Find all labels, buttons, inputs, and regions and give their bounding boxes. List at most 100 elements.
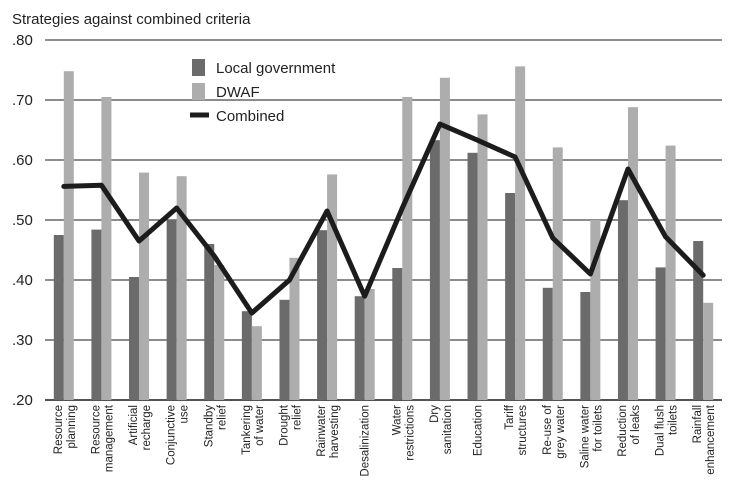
bar-local-government [505,193,516,400]
category-label-line: Education [473,405,485,456]
bar-local-government [429,140,440,400]
category-label-line: restrictions [404,405,416,461]
gridlines [45,39,722,401]
bar-local-government [91,229,102,400]
category-label-line: management [103,404,115,472]
y-tick-label: .60 [12,152,33,169]
bar-dwaf [703,302,714,400]
category-label-line: Standby [203,405,215,447]
bar-local-government [53,235,64,400]
category-label-line: planning [66,405,78,448]
category-label: Rainwater harvesting [316,405,341,458]
bar-local-government [580,292,591,400]
category-label-line: Reduction [617,405,629,457]
category-label: Artificial recharge [128,405,153,450]
bar-dwaf [176,176,187,400]
category-label-line: Resource [90,405,102,454]
bar-dwaf [477,114,488,401]
category-label: Desalinization [360,405,372,477]
category-label: Water restrictions [391,405,416,461]
bar-dwaf [364,289,375,400]
bar-dwaf [552,147,563,400]
legend-label: Local government [216,60,336,77]
legend-swatch [192,59,205,76]
bar-local-government [693,241,704,400]
category-label-line: for toilets [592,405,604,452]
bar-local-government [467,152,478,400]
legend-swatch [192,83,205,100]
category-label-line: relief [291,404,303,430]
category-label: Dry sanitation [429,405,454,454]
bar-dwaf [63,71,74,400]
bar-local-government [166,220,177,400]
y-axis: .80 .70 .60 .50 .40 .30 .20 [12,32,33,409]
y-tick-label: .70 [12,92,33,109]
category-label: Drought relief [278,404,303,446]
category-label-line: Resource [53,405,65,454]
category-label-line: use [179,405,191,424]
bar-local-government [542,287,553,400]
category-label-line: Rainwater [316,405,328,457]
category-label-line: recharge [141,405,153,450]
category-label: Standby relief [203,404,228,447]
category-label-line: sanitation [442,405,454,454]
bar-dwaf [214,265,225,400]
category-label-line: Tankering [241,405,253,455]
bar-local-government [129,277,140,400]
category-label-line: Water [391,405,403,435]
bar-dwaf [402,97,413,400]
bar-local-government [317,230,328,400]
category-label-line: Desalinization [360,405,372,477]
category-label: Dual flush toilets [655,405,680,456]
bar-dwaf [439,77,450,401]
category-label-line: structures [517,405,529,456]
category-label-line: Rainfall [692,405,704,443]
category-label: Education [473,405,485,456]
category-label-line: Tariff [504,404,516,430]
bar-local-government [392,268,403,400]
bar-local-government [279,299,290,400]
bar-dwaf [327,174,338,400]
category-label-line: Dual flush [655,405,667,456]
y-tick-label: .40 [12,272,33,289]
category-label: Resource planning [53,405,78,454]
category-label: Tankering of water [241,405,266,455]
category-label-line: Saline water [579,405,591,468]
y-tick-label: .20 [12,392,33,409]
legend-label: Combined [216,108,284,125]
bar-dwaf [251,326,262,400]
chart-title: Strategies against combined criteria [12,11,251,28]
bar-dwaf [101,97,112,400]
category-label-line: Artificial [128,405,140,445]
category-label-line: enhancement [705,404,717,474]
bar-dwaf [289,257,300,400]
bar-dwaf [665,145,676,400]
combined-line [61,121,706,316]
y-tick-label: .50 [12,212,33,229]
bar-local-government [655,267,666,400]
legend-label: DWAF [216,84,260,101]
category-label-line: Drought [278,404,290,446]
x-axis: Resource planning Resource management Artifi… [53,404,717,476]
y-tick-label: .30 [12,332,33,349]
bar-local-government [204,244,215,400]
category-label: Re-use of grey water [542,404,567,458]
bars [53,66,714,401]
bar-local-government [617,200,628,400]
bar-dwaf [515,66,526,401]
category-label-line: relief [216,404,228,430]
category-label: Saline water for toilets [579,405,604,469]
category-label-line: Re-use of [542,404,554,455]
category-label-line: of water [254,405,266,446]
category-label-line: toilets [668,405,680,435]
combined-line-layer [61,121,706,316]
category-label: Reduction of leaks [617,405,642,457]
category-label-line: grey water [555,405,567,459]
bar-local-government [354,296,365,400]
category-label-line: Dry [429,405,441,423]
category-label: Conjunctive use [166,405,191,465]
category-label: Resource management [90,404,115,472]
y-tick-label: .80 [12,32,33,49]
category-label-line: of leaks [630,405,642,445]
